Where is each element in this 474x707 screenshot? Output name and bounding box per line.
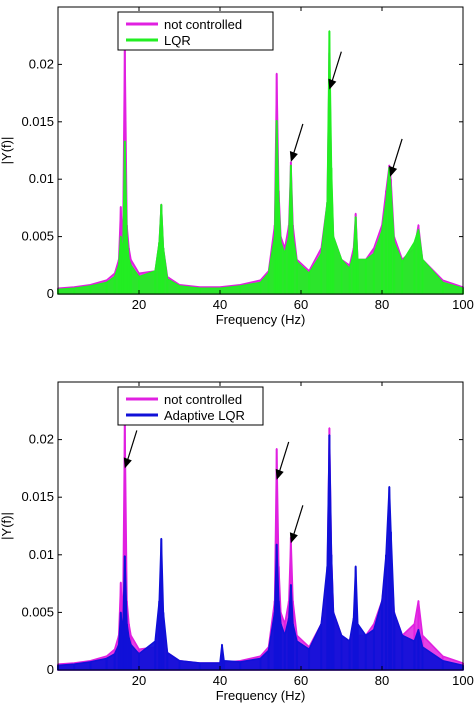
x-axis-label: Frequency (Hz) <box>216 688 306 703</box>
x-tick-label: 80 <box>375 673 389 688</box>
x-tick-label: 60 <box>294 297 308 312</box>
legend-label: not controlled <box>164 392 242 407</box>
arrow-annotations <box>289 51 403 177</box>
x-tick-label: 20 <box>132 297 146 312</box>
x-tick-label: 40 <box>213 297 227 312</box>
arrow-line <box>330 51 342 84</box>
y-tick-label: 0.005 <box>21 229 54 244</box>
x-axis-label: Frequency (Hz) <box>216 312 306 327</box>
series-group <box>57 413 464 671</box>
legend-label: Adaptive LQR <box>164 408 245 423</box>
arrow-head-icon <box>289 150 298 162</box>
arrow-head-icon <box>328 78 337 90</box>
arrow-head-icon <box>123 457 132 469</box>
legend-label: not controlled <box>164 17 242 32</box>
y-tick-label: 0.015 <box>21 489 54 504</box>
series-adaptive-lqr <box>57 434 464 671</box>
plot-panel-1: 20 40 60 80 100 0 0.005 0.01 0.015 0.02 Frequency … <box>0 6 474 327</box>
y-tick-label: 0.01 <box>29 547 54 562</box>
arrow-line <box>126 430 138 463</box>
legend-label: LQR <box>164 33 191 48</box>
arrow-head-icon <box>389 165 398 177</box>
y-tick-label: 0.005 <box>21 604 54 619</box>
axes-frame <box>57 6 464 295</box>
y-tick-label: 0 <box>47 286 54 301</box>
arrow-line <box>292 505 304 538</box>
y-tick-label: 0.02 <box>29 432 54 447</box>
x-tick-label: 100 <box>452 297 474 312</box>
legend-box <box>117 11 274 51</box>
x-tick-label: 80 <box>375 297 389 312</box>
arrow-line <box>292 123 304 157</box>
y-axis-label: |Y(f)| <box>0 512 14 540</box>
series-lqr <box>57 30 464 295</box>
y-axis-label: |Y(f)| <box>0 137 14 165</box>
arrow-line <box>278 441 290 475</box>
series-group <box>57 30 464 295</box>
arrow-line <box>391 138 403 172</box>
axes-frame <box>57 381 464 671</box>
y-tick-label: 0.01 <box>29 171 54 186</box>
y-tick-label: 0 <box>47 662 54 677</box>
arrow-head-icon <box>275 468 284 480</box>
x-tick-label: 40 <box>213 673 227 688</box>
legend-box <box>117 386 264 426</box>
plot-panel-2: 20 40 60 80 100 0 0.005 0.01 0.015 0.02 Frequency … <box>0 381 474 703</box>
y-tick-label: 0.02 <box>29 56 54 71</box>
y-tick-label: 0.015 <box>21 114 54 129</box>
arrow-head-icon <box>289 532 298 544</box>
arrow-annotations <box>123 430 304 544</box>
x-tick-label: 60 <box>294 673 308 688</box>
series-not-controlled <box>57 413 464 671</box>
x-tick-label: 100 <box>452 673 474 688</box>
x-tick-label: 20 <box>132 673 146 688</box>
